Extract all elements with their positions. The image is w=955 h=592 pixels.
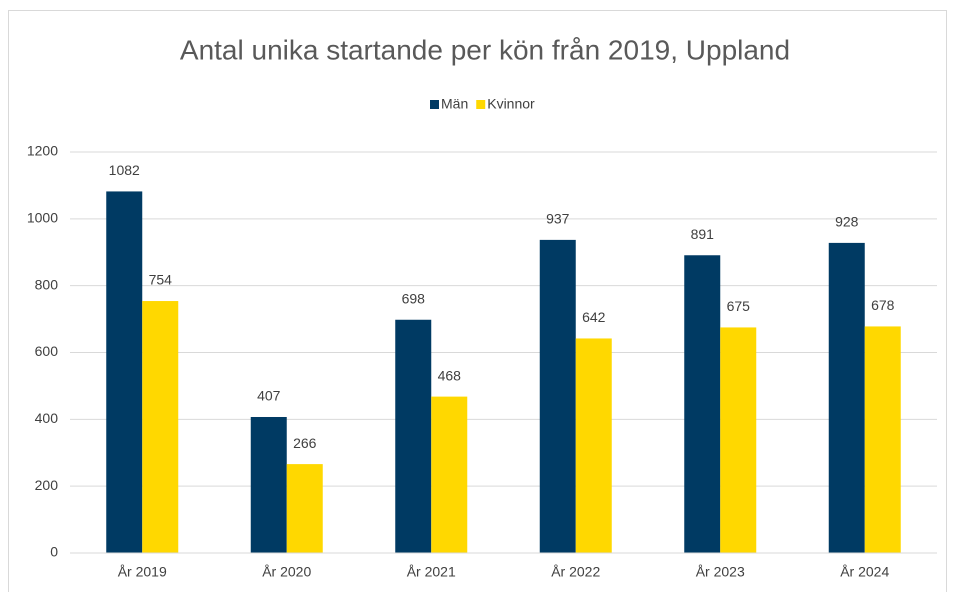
x-tick-label: År 2019 (118, 564, 167, 580)
x-tick-label: År 2023 (696, 564, 745, 580)
bar (106, 191, 143, 553)
bar (539, 239, 576, 553)
data-label: 698 (402, 290, 426, 306)
bar (286, 464, 323, 553)
chart-title: Antal unika startande per kön från 2019,… (180, 34, 790, 65)
data-label: 678 (871, 297, 895, 313)
data-label: 891 (691, 226, 715, 242)
data-label: 468 (438, 367, 462, 383)
x-tick-label: År 2022 (551, 564, 600, 580)
legend-swatch (476, 100, 486, 109)
x-tick-label: År 2021 (407, 564, 456, 580)
bar (250, 416, 287, 553)
bar (864, 326, 901, 553)
y-tick-label: 400 (35, 410, 59, 426)
y-tick-label: 1200 (27, 143, 58, 159)
bar (828, 242, 865, 554)
legend-label: Kvinnor (487, 96, 535, 112)
y-tick-label: 200 (35, 477, 59, 493)
y-tick-label: 1000 (27, 210, 58, 226)
bar (575, 338, 612, 553)
data-label: 928 (835, 214, 859, 230)
data-label: 937 (546, 211, 570, 227)
bar (684, 255, 721, 553)
data-label: 266 (293, 435, 317, 451)
bar (395, 319, 432, 553)
data-label: 407 (257, 388, 281, 404)
data-label: 675 (727, 298, 751, 314)
legend-swatch (430, 100, 439, 109)
y-tick-label: 0 (50, 544, 58, 560)
y-tick-label: 800 (35, 276, 59, 292)
bar (142, 301, 179, 553)
bar (720, 327, 757, 553)
data-label: 642 (582, 309, 606, 325)
x-tick-label: År 2020 (262, 564, 311, 580)
y-tick-label: 600 (35, 343, 59, 359)
data-label: 1082 (109, 162, 140, 178)
data-label: 754 (149, 272, 173, 288)
x-tick-label: År 2024 (840, 564, 889, 580)
legend-label: Män (441, 96, 468, 112)
bar (431, 396, 468, 553)
